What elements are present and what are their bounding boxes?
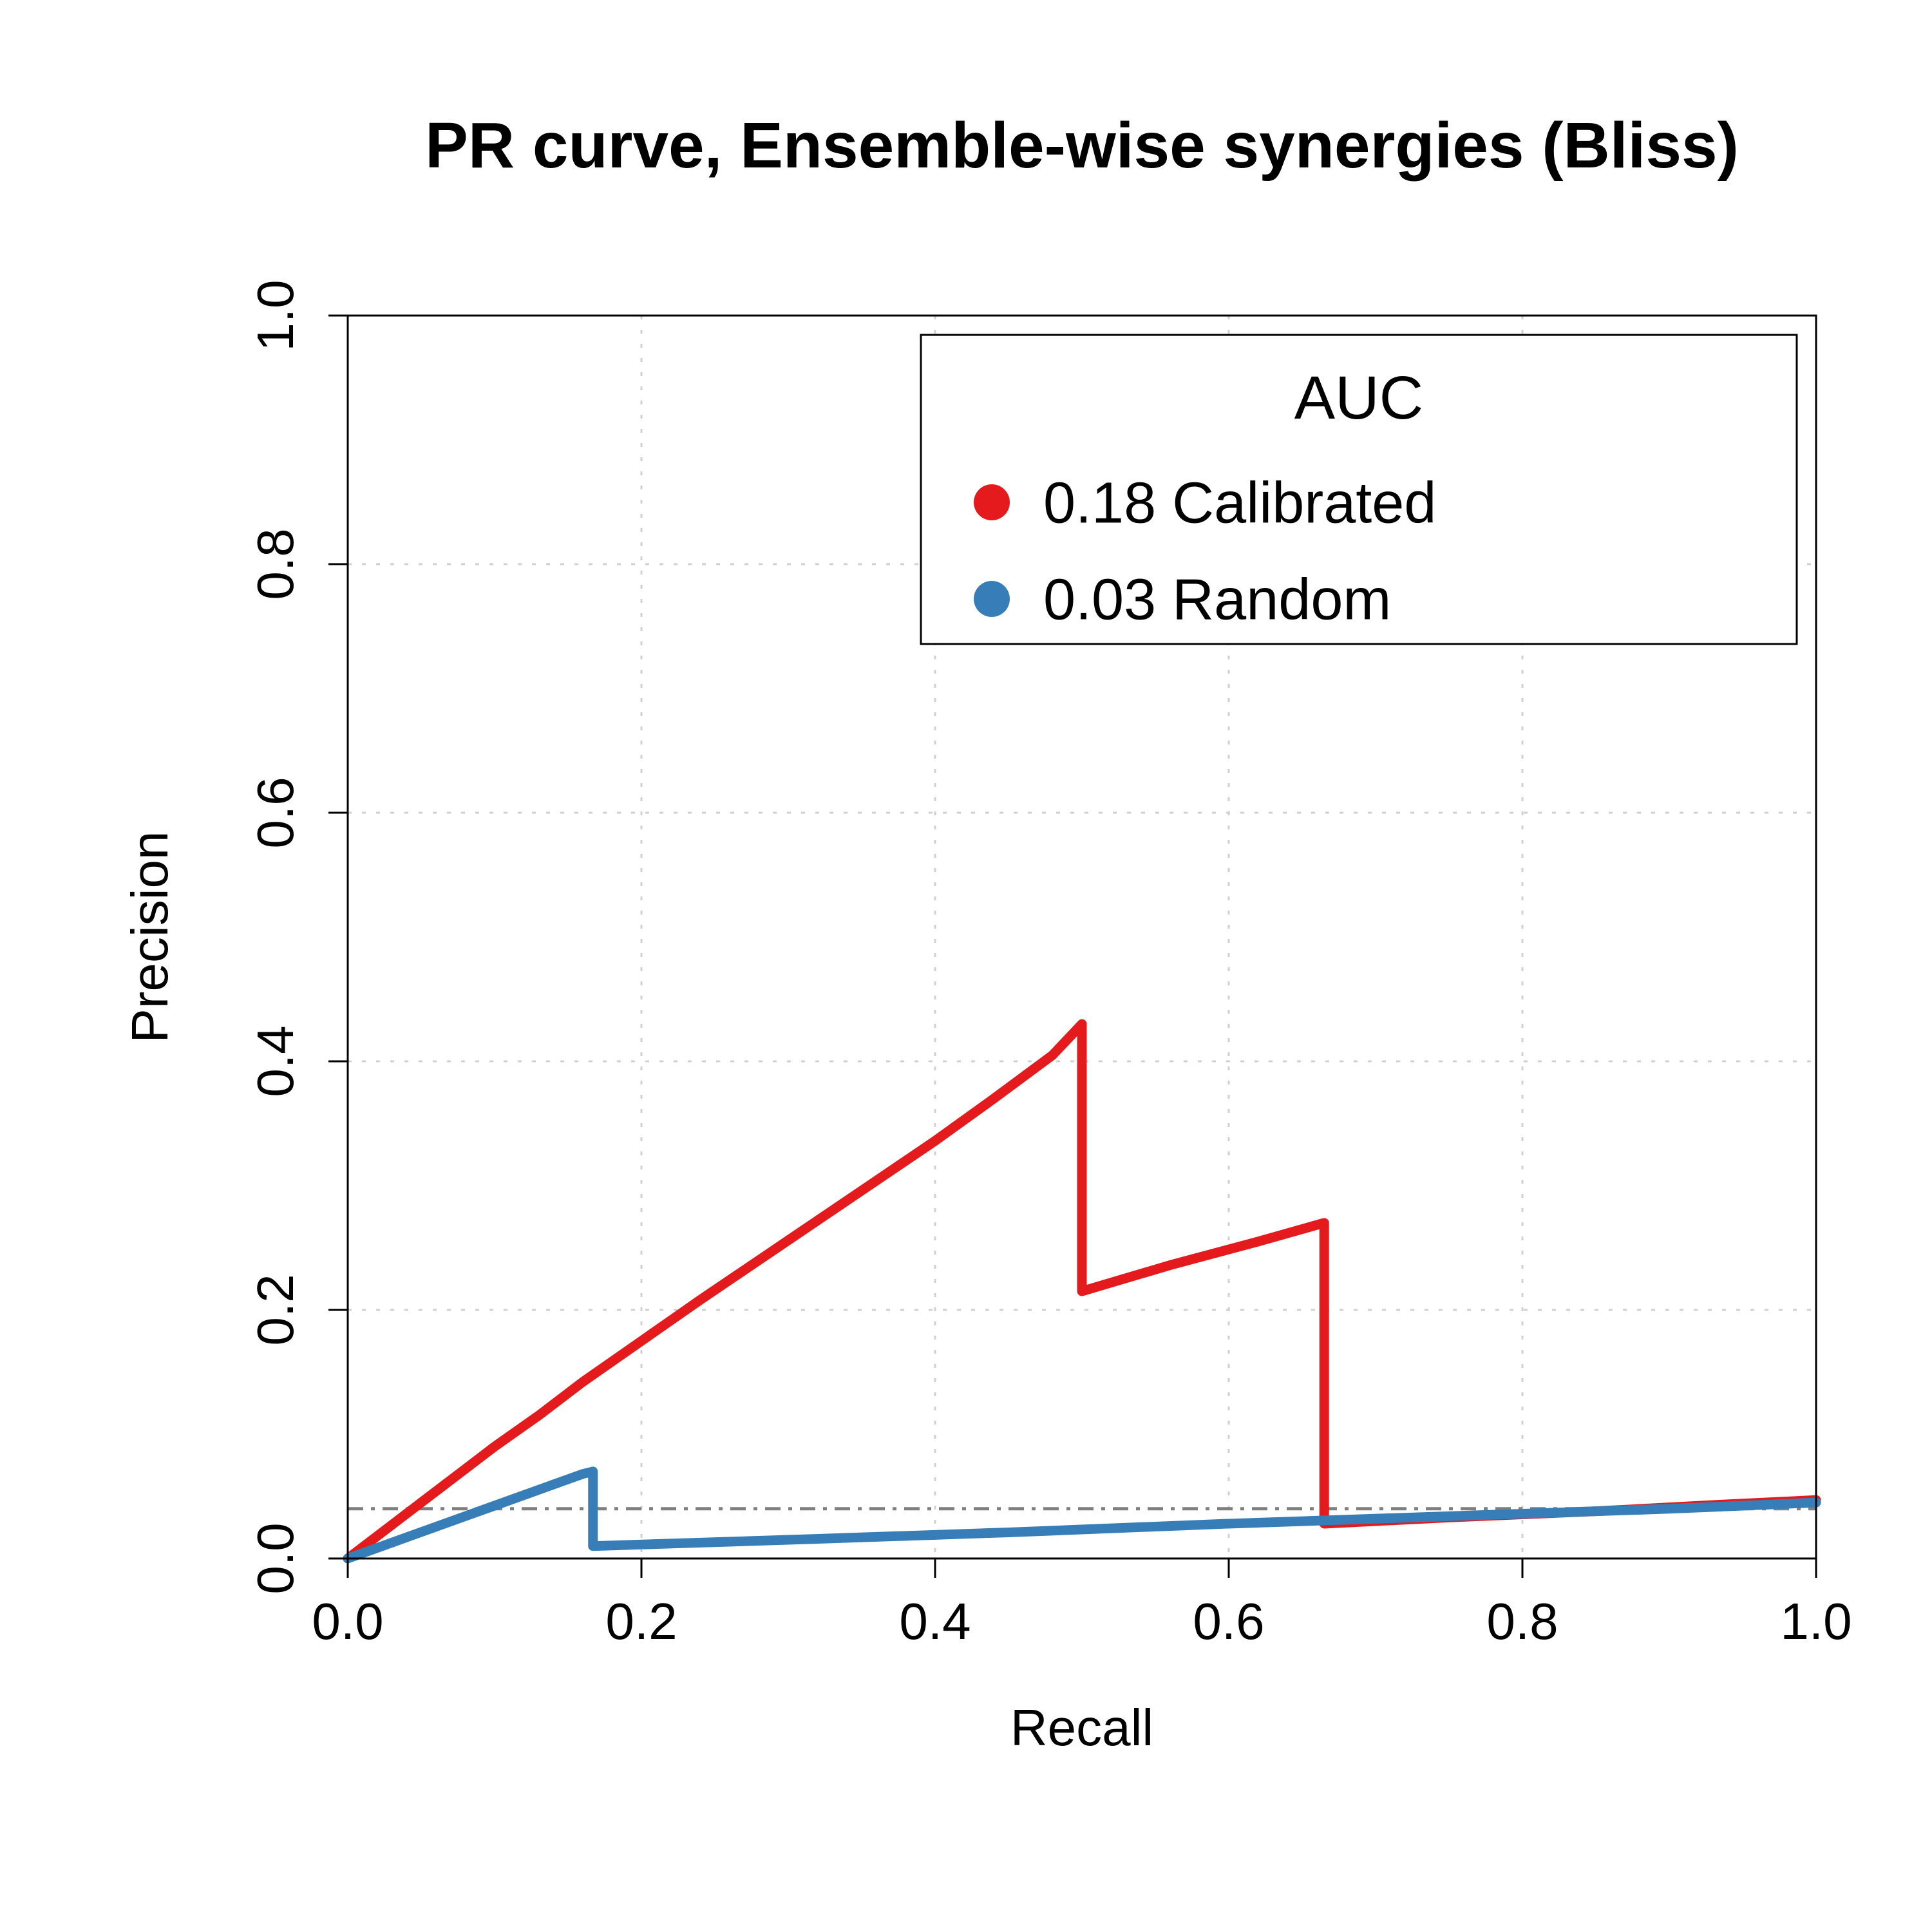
y-tick-label: 0.6 xyxy=(247,777,304,848)
legend-title: AUC xyxy=(1294,364,1424,432)
x-tick-label: 0.6 xyxy=(1193,1593,1264,1650)
y-tick-label: 0.4 xyxy=(247,1025,304,1097)
x-tick-label: 0.8 xyxy=(1486,1593,1558,1650)
legend-item-label: 0.03 Random xyxy=(1043,568,1391,632)
y-axis-label: Precision xyxy=(121,831,178,1043)
legend-marker xyxy=(974,484,1010,520)
y-tick-label: 0.0 xyxy=(247,1522,304,1594)
y-tick-label: 1.0 xyxy=(247,279,304,351)
pr-curve-chart: PR curve, Ensemble-wise synergies (Bliss… xyxy=(0,0,1932,1932)
x-tick-label: 0.0 xyxy=(312,1593,383,1650)
legend-item-label: 0.18 Calibrated xyxy=(1043,471,1436,536)
legend: AUC 0.18 Calibrated 0.03 Random xyxy=(921,335,1797,644)
x-tick-label: 0.2 xyxy=(605,1593,677,1650)
y-tick-label: 0.8 xyxy=(247,528,304,600)
x-tick-label: 0.4 xyxy=(899,1593,971,1650)
chart-title: PR curve, Ensemble-wise synergies (Bliss… xyxy=(425,109,1739,182)
y-tick-label: 0.2 xyxy=(247,1274,304,1345)
x-tick-label: 1.0 xyxy=(1780,1593,1852,1650)
legend-marker xyxy=(974,581,1010,617)
x-axis-label: Recall xyxy=(1010,1699,1153,1756)
